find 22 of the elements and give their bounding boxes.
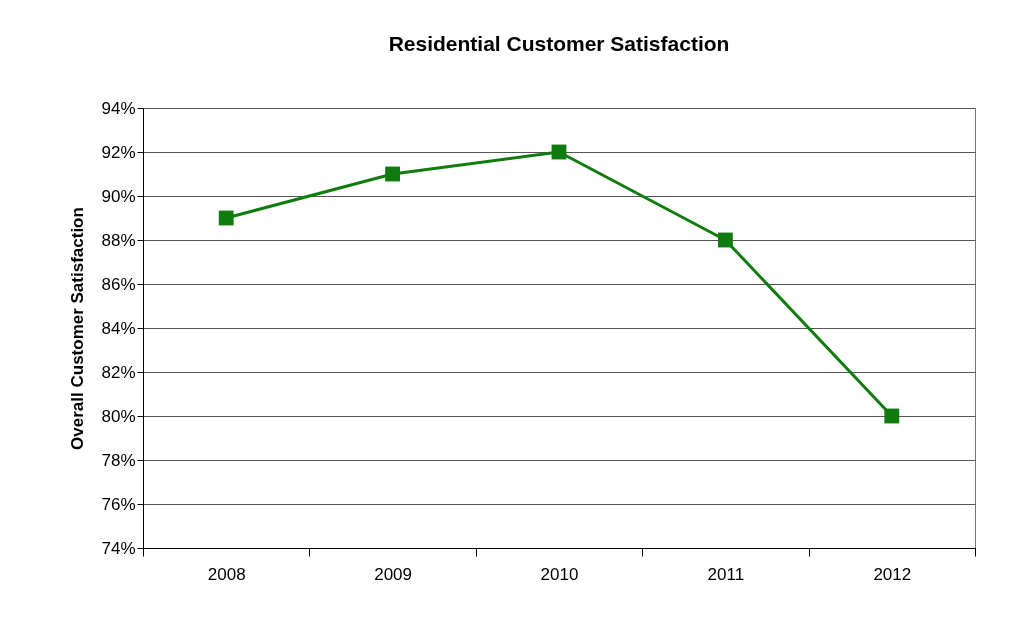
chart-title: Residential Customer Satisfaction bbox=[388, 32, 730, 55]
y-tick-label: 84% bbox=[101, 318, 136, 338]
y-tick-label: 78% bbox=[101, 450, 136, 470]
point bbox=[717, 232, 733, 248]
x-tick-label: 2008 bbox=[207, 564, 246, 584]
y-tick-label: 82% bbox=[101, 362, 136, 382]
y-tick-label: 86% bbox=[101, 274, 136, 294]
point bbox=[884, 408, 900, 424]
point bbox=[218, 210, 234, 226]
y-tick-label: 88% bbox=[101, 230, 136, 250]
y-tick-label: 90% bbox=[101, 186, 136, 206]
x-tick-label: 2012 bbox=[873, 564, 912, 584]
x-tick-label: 2011 bbox=[707, 564, 745, 584]
x-tick-label: 2009 bbox=[374, 564, 413, 584]
y-tick-label: 80% bbox=[101, 406, 136, 426]
y-tick-label: 94% bbox=[101, 98, 136, 118]
y-tick-label: 74% bbox=[101, 538, 136, 558]
y-axis-title: Overall Customer Satisfaction bbox=[68, 207, 88, 450]
y-tick-label: 92% bbox=[101, 142, 136, 162]
point bbox=[385, 166, 401, 182]
x-tick-label: 2010 bbox=[540, 564, 579, 584]
y-tick-label: 76% bbox=[101, 494, 136, 514]
